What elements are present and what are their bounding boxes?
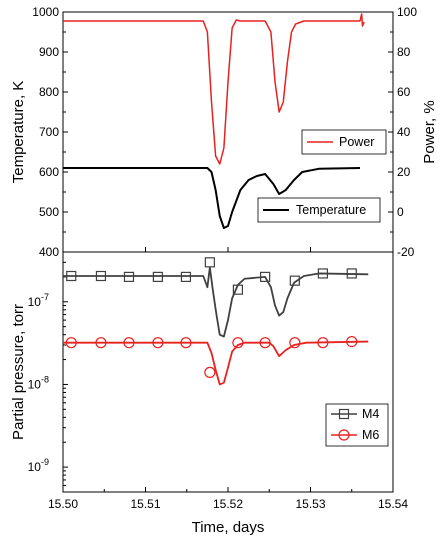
top-y2-axis-label: Power, % <box>421 100 438 163</box>
x-tick-label: 15.54 <box>378 497 408 511</box>
series-m4-line <box>63 266 369 338</box>
series-m4-marker <box>289 275 300 286</box>
bottom-panel: 10-910-810-7 15.50 15.51 15.52 15.53 15.54 P… <box>10 251 408 536</box>
bottom-y-axis-label: Partial pressure, torr <box>10 304 27 440</box>
series-m6-marker <box>65 337 77 349</box>
legend-m6-swatch-marker <box>338 429 350 441</box>
series-m4-marker <box>123 271 135 282</box>
top-left-axis: 400 500 600 700 800 900 1000 <box>32 5 68 259</box>
bottom-y-tick-exponent: -8 <box>41 374 49 384</box>
series-m4-marker <box>95 270 107 282</box>
series-power-line <box>63 13 365 165</box>
x-tick-label: 15.50 <box>48 497 78 511</box>
legend-bottom-box <box>325 403 389 447</box>
series-m4-marker <box>317 268 328 279</box>
top-y-tick-label: 700 <box>39 125 59 139</box>
bottom-y-tick-base: 10 <box>28 460 42 474</box>
legend-m4-label: M4 <box>362 407 379 421</box>
bottom-y-tick-label: 10-9 <box>28 457 49 474</box>
top-x-axis-ticks <box>62 247 394 252</box>
series-temperature-line <box>63 167 361 229</box>
x-tick-label: 15.51 <box>130 497 160 511</box>
bottom-y-tick-base: 10 <box>28 377 42 391</box>
series-m4-marker <box>152 271 163 282</box>
series-m4-marker <box>346 268 357 279</box>
top-y-tick-label: 900 <box>39 45 59 59</box>
top-y-tick-label: 500 <box>39 205 59 219</box>
series-m4-marker <box>66 270 77 282</box>
series-m6-marker <box>346 335 358 348</box>
top-right-axis: -20 0 20 40 60 80 100 <box>388 5 417 259</box>
series-m6-marker <box>180 337 192 349</box>
x-tick-label: 15.53 <box>295 497 325 511</box>
legend-temperature-label: Temperature <box>296 203 366 217</box>
top-y2-tick-label: 80 <box>397 45 411 59</box>
legend-power: Power <box>301 129 387 155</box>
top-series-group <box>63 13 365 229</box>
series-m6-marker <box>289 337 301 349</box>
bottom-series-group <box>63 257 369 386</box>
bottom-y-tick-label: 10-7 <box>28 292 49 309</box>
bottom-y-tick-label: 10-8 <box>28 374 49 391</box>
series-m6-marker <box>123 337 135 349</box>
bottom-y-axis: 10-910-810-7 <box>28 251 68 493</box>
series-m4-marker <box>204 257 215 268</box>
top-panel: 400 500 600 700 800 900 1000 -20 0 20 40 60 80 100 T… <box>10 5 438 259</box>
legend-m4-swatch-marker <box>338 408 350 420</box>
legend-bottom: M4 M6 <box>325 403 389 447</box>
bottom-x-axis: 15.50 15.51 15.52 15.53 15.54 <box>48 487 408 511</box>
legend-m6-label: M6 <box>362 428 379 442</box>
series-m4-marker <box>260 271 271 282</box>
series-m6-marker <box>259 337 271 349</box>
top-y-tick-label: 800 <box>39 85 59 99</box>
top-y2-tick-label: 60 <box>397 85 411 99</box>
series-m6-marker <box>317 337 329 349</box>
series-m6-marker <box>152 337 164 349</box>
top-y-axis-label: Temperature, K <box>10 81 27 184</box>
top-y2-tick-label: -20 <box>397 245 415 259</box>
legend-power-label: Power <box>339 135 374 149</box>
top-y-tick-label: 400 <box>39 245 59 259</box>
top-y2-tick-label: 0 <box>397 205 404 219</box>
series-m4-marker <box>180 271 192 282</box>
x-axis-label: Time, days <box>192 519 265 536</box>
top-y2-tick-label: 100 <box>397 5 417 19</box>
bottom-y-tick-exponent: -9 <box>41 457 49 467</box>
legend-temperature: Temperature <box>257 197 381 223</box>
top-y-tick-label: 1000 <box>32 5 59 19</box>
top-y2-tick-label: 40 <box>397 125 411 139</box>
x-tick-label: 15.52 <box>213 497 243 511</box>
series-m6-marker <box>204 366 216 378</box>
bottom-y-tick-exponent: -7 <box>41 292 49 302</box>
series-m6-marker <box>95 337 107 349</box>
series-m4-marker <box>232 284 243 295</box>
series-m6-line <box>63 340 369 386</box>
bottom-y-tick-base: 10 <box>28 295 42 309</box>
top-y2-tick-label: 20 <box>397 165 411 179</box>
series-m6-marker <box>232 337 244 349</box>
top-y-tick-label: 600 <box>39 165 59 179</box>
